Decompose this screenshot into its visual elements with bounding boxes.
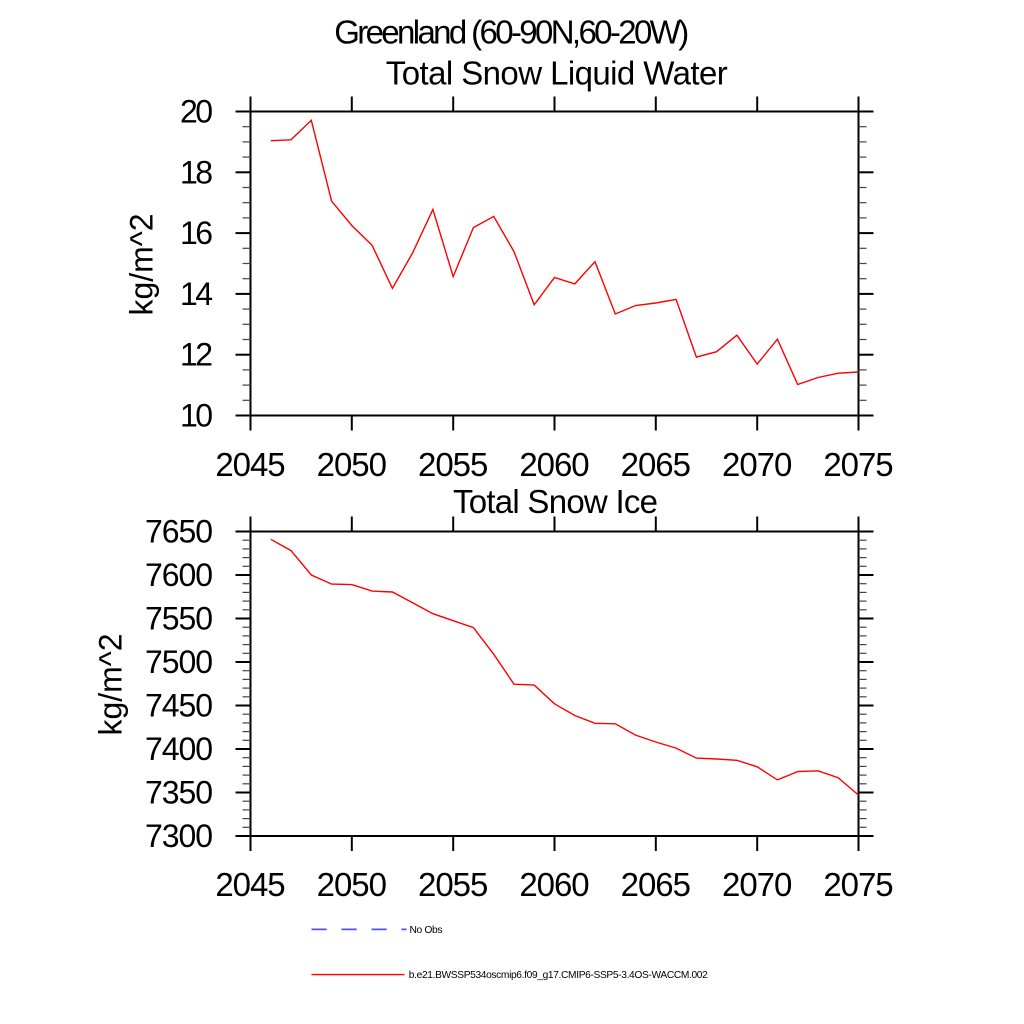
svg-text:2070: 2070 [722, 866, 792, 903]
svg-text:2065: 2065 [621, 866, 691, 903]
svg-text:No Obs: No Obs [410, 925, 443, 936]
svg-text:12: 12 [180, 337, 213, 373]
svg-text:7300: 7300 [145, 818, 213, 854]
svg-text:kg/m^2: kg/m^2 [124, 214, 160, 316]
svg-text:Total Snow Ice: Total Snow Ice [453, 483, 658, 520]
svg-text:7550: 7550 [145, 601, 213, 637]
svg-text:2055: 2055 [418, 446, 488, 483]
svg-text:10: 10 [180, 398, 213, 434]
svg-text:Total Snow Liquid Water: Total Snow Liquid Water [386, 55, 728, 92]
svg-text:2050: 2050 [317, 446, 387, 483]
svg-text:7350: 7350 [145, 775, 213, 811]
svg-text:2050: 2050 [317, 866, 387, 903]
svg-text:2045: 2045 [215, 446, 285, 483]
svg-text:14: 14 [180, 276, 213, 312]
svg-text:7650: 7650 [145, 514, 213, 550]
svg-text:2045: 2045 [215, 866, 285, 903]
svg-text:7500: 7500 [145, 644, 213, 680]
svg-text:20: 20 [180, 94, 213, 130]
svg-text:2060: 2060 [519, 866, 589, 903]
svg-text:2065: 2065 [621, 446, 691, 483]
svg-text:16: 16 [180, 215, 213, 251]
svg-text:2070: 2070 [722, 446, 792, 483]
svg-text:2055: 2055 [418, 866, 488, 903]
svg-text:b.e21.BWSSP534oscmip6.f09_g17.: b.e21.BWSSP534oscmip6.f09_g17.CMIP6-SSP5… [409, 970, 708, 981]
svg-text:2075: 2075 [823, 446, 893, 483]
svg-text:18: 18 [180, 154, 213, 190]
svg-text:7400: 7400 [145, 731, 213, 767]
svg-text:7600: 7600 [145, 557, 213, 593]
svg-text:2060: 2060 [519, 446, 589, 483]
svg-text:Greenland (60-90N,60-20W): Greenland (60-90N,60-20W) [334, 14, 689, 51]
svg-text:2075: 2075 [823, 866, 893, 903]
svg-text:kg/m^2: kg/m^2 [92, 634, 128, 736]
svg-text:7450: 7450 [145, 688, 213, 724]
